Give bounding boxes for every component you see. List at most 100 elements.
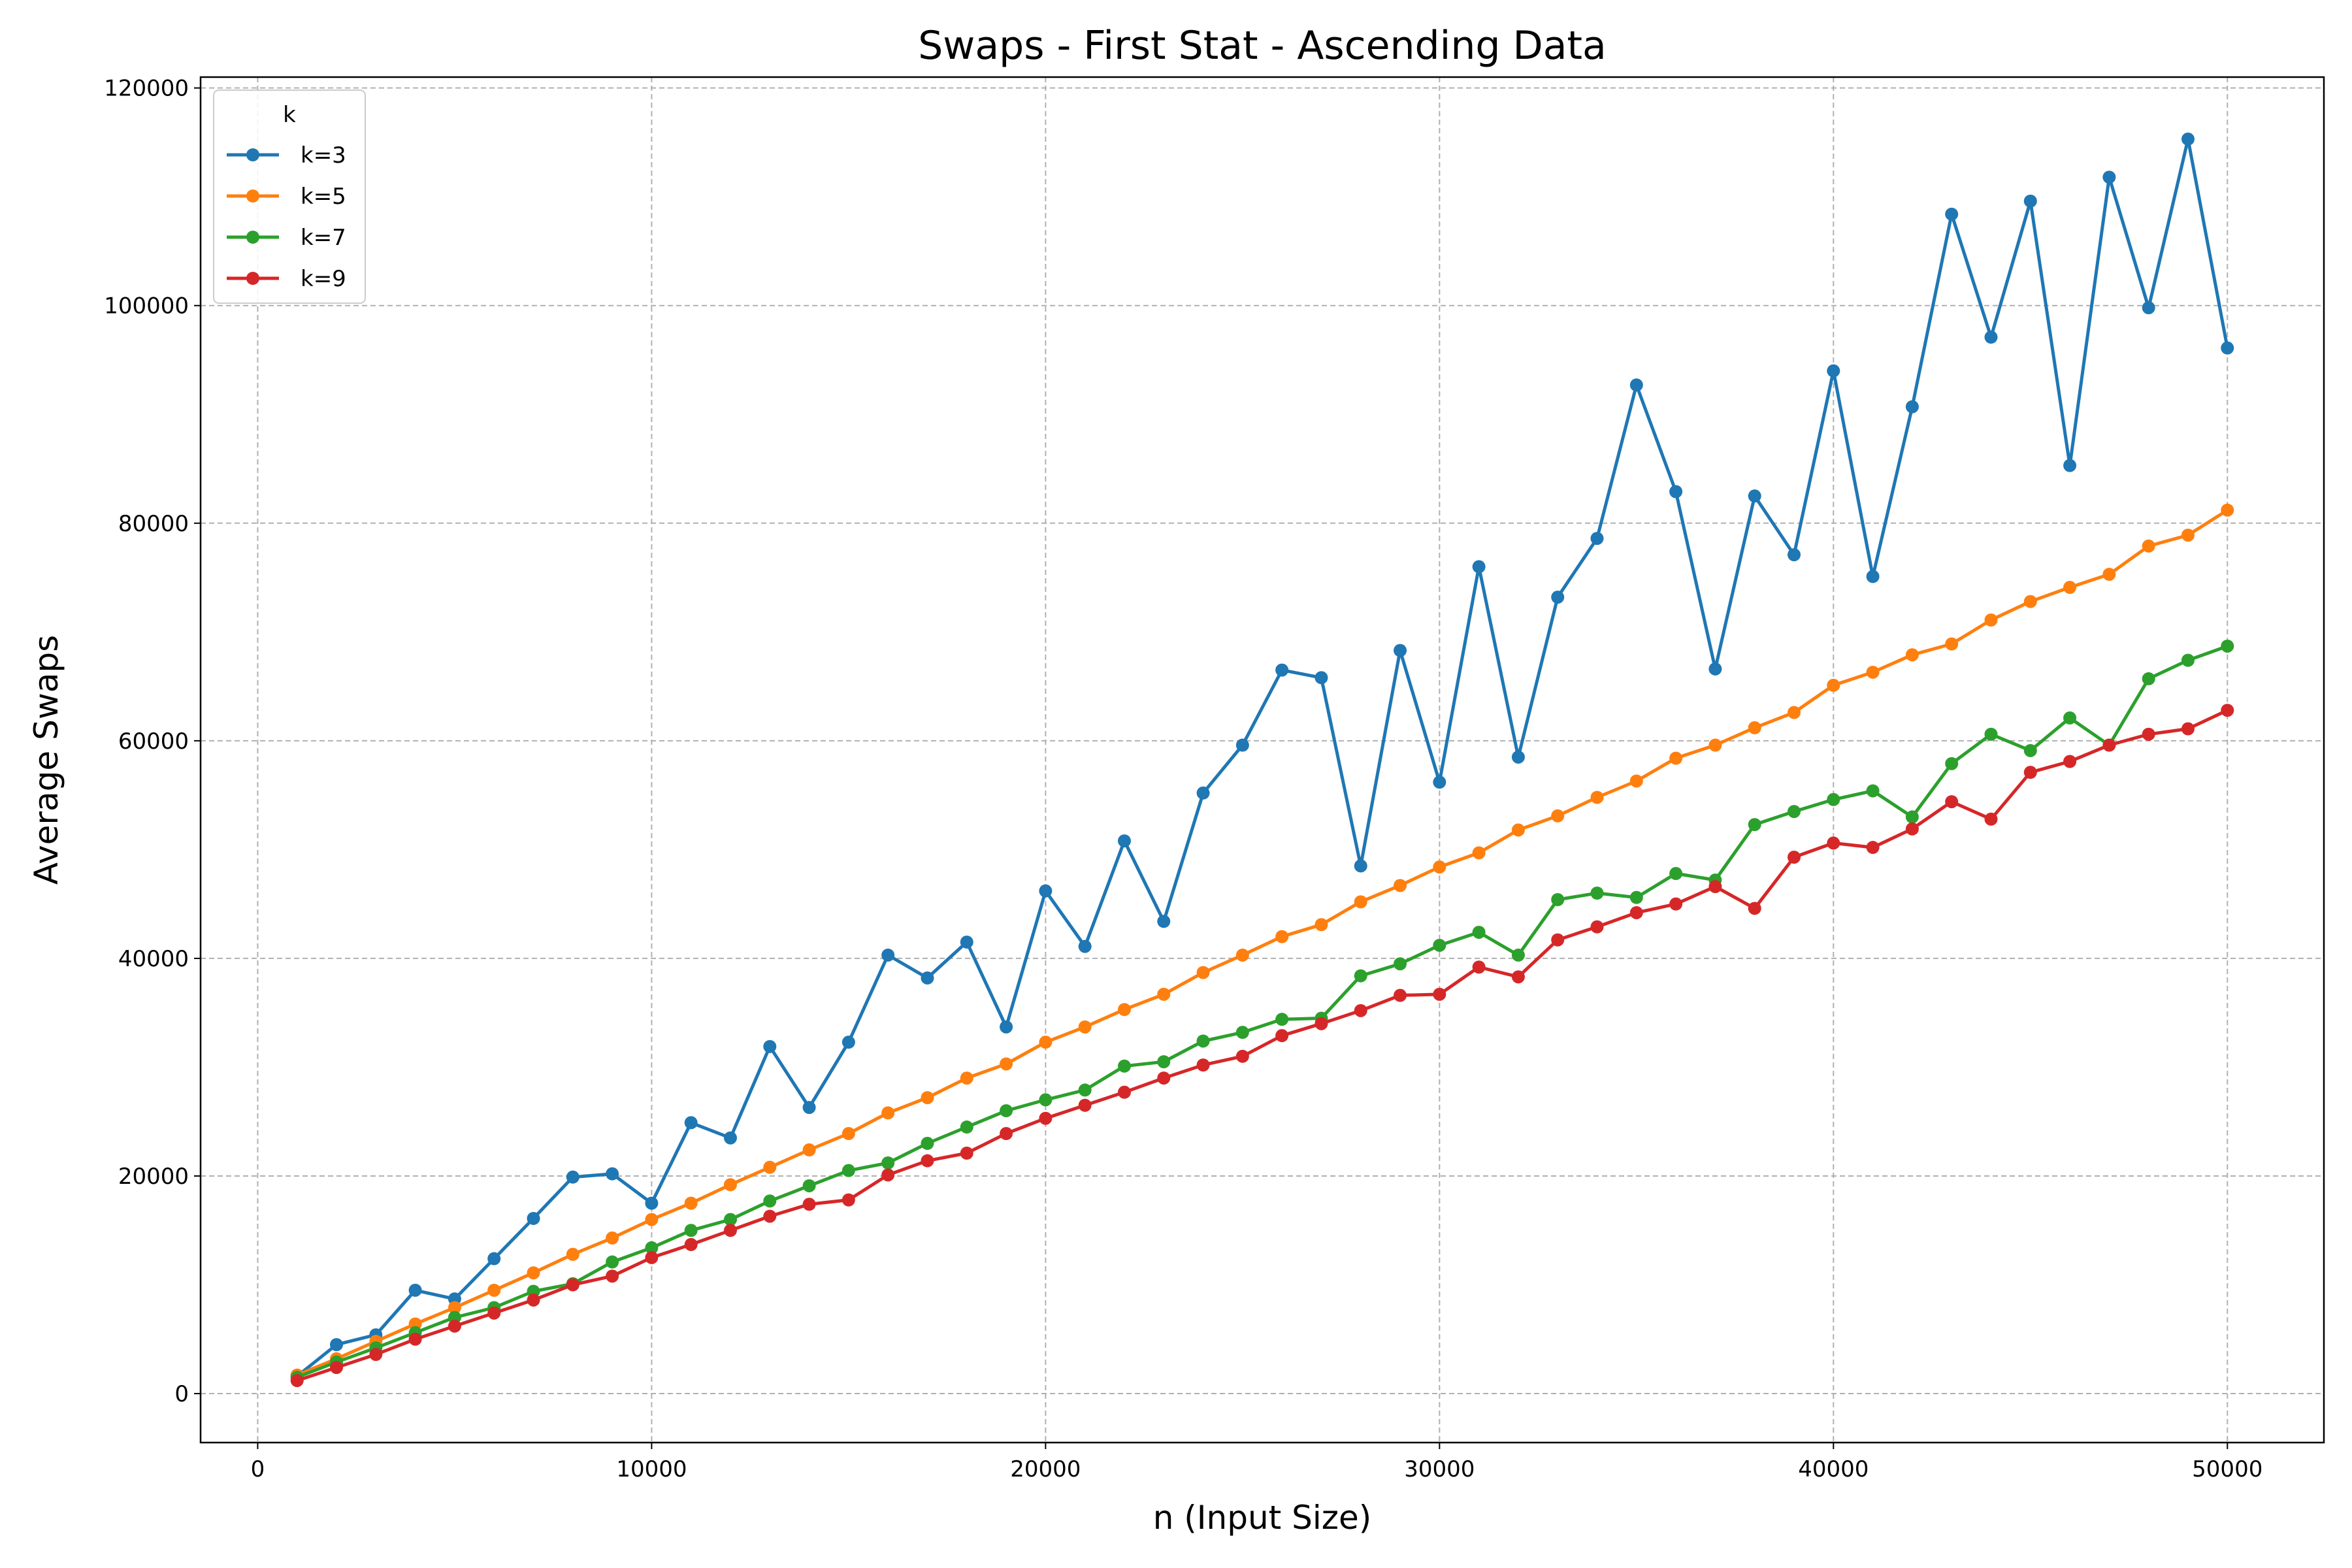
- data-point: [487, 1306, 501, 1320]
- legend-title: k: [283, 102, 296, 128]
- data-point: [2142, 539, 2155, 553]
- legend-label: k=7: [301, 225, 346, 251]
- data-point: [684, 1116, 698, 1130]
- data-point: [2063, 581, 2077, 595]
- data-point: [881, 1156, 895, 1170]
- data-point: [448, 1319, 461, 1333]
- x-tick-label: 10000: [616, 1456, 687, 1482]
- data-point: [723, 1224, 737, 1237]
- data-point: [1788, 805, 1801, 819]
- data-point: [1551, 933, 1565, 947]
- x-tick-label: 0: [251, 1456, 265, 1482]
- data-point: [960, 1071, 973, 1085]
- data-point: [408, 1283, 422, 1297]
- data-point: [1629, 890, 1643, 904]
- data-point: [1788, 851, 1801, 864]
- data-point: [1827, 364, 1840, 378]
- data-point: [763, 1209, 777, 1223]
- data-point: [802, 1101, 816, 1115]
- data-point: [1629, 378, 1643, 392]
- data-point: [1590, 920, 1604, 934]
- data-point: [2063, 459, 2077, 472]
- data-point: [330, 1361, 344, 1375]
- data-point: [960, 1147, 973, 1160]
- data-point: [408, 1332, 422, 1346]
- data-point: [1551, 591, 1565, 604]
- data-point: [841, 1036, 855, 1049]
- legend-entry-k-3: k=3: [227, 142, 346, 169]
- data-point: [2102, 738, 2116, 752]
- data-point: [1945, 757, 1959, 770]
- data-point: [2023, 595, 2037, 608]
- data-point: [1394, 988, 1407, 1002]
- data-point: [1708, 738, 1722, 752]
- data-point: [1078, 1098, 1092, 1112]
- data-point: [802, 1198, 816, 1211]
- data-point: [1039, 884, 1053, 898]
- data-point: [2142, 672, 2155, 685]
- data-point: [1354, 969, 1367, 983]
- data-point: [2023, 194, 2037, 208]
- data-point: [1157, 1055, 1171, 1069]
- legend: k k=3 k=5 k=7 k=9: [213, 90, 366, 304]
- data-point: [684, 1237, 698, 1251]
- data-point: [1235, 1026, 1249, 1039]
- legend-swatch-marker: [246, 189, 259, 203]
- data-point: [2221, 704, 2234, 717]
- data-point: [802, 1179, 816, 1192]
- x-tick-label: 50000: [2192, 1456, 2262, 1482]
- data-point: [1511, 948, 1525, 962]
- data-point: [723, 1178, 737, 1192]
- data-point: [606, 1269, 619, 1283]
- data-point: [1748, 721, 1761, 734]
- data-point: [1394, 644, 1407, 657]
- legend-entry-k-7: k=7: [227, 225, 346, 251]
- data-point: [1748, 902, 1761, 915]
- data-point: [1275, 930, 1289, 943]
- data-point: [330, 1338, 344, 1352]
- data-point: [1157, 915, 1171, 928]
- data-point: [2181, 529, 2195, 542]
- data-point: [1039, 1093, 1053, 1107]
- data-point: [1945, 637, 1959, 651]
- data-point: [2181, 132, 2195, 146]
- y-tick-label: 20000: [118, 1164, 189, 1190]
- data-point: [1275, 1013, 1289, 1026]
- series-line-k-9: [296, 708, 2229, 1382]
- data-point: [1905, 822, 1919, 836]
- data-point: [1394, 957, 1407, 971]
- x-tick-label: 40000: [1798, 1456, 1869, 1482]
- data-point: [448, 1301, 461, 1315]
- legend-entry-k-9: k=9: [227, 266, 346, 292]
- x-tick-label: 20000: [1010, 1456, 1081, 1482]
- data-point: [841, 1164, 855, 1177]
- data-point: [606, 1255, 619, 1269]
- data-point: [1433, 987, 1446, 1001]
- legend-swatch-marker: [246, 148, 259, 161]
- data-point: [1196, 1058, 1210, 1072]
- data-point: [723, 1131, 737, 1145]
- data-point: [1078, 1083, 1092, 1097]
- data-point: [1433, 860, 1446, 874]
- data-point: [1511, 970, 1525, 984]
- data-point: [1117, 1059, 1131, 1073]
- data-point: [1078, 1020, 1092, 1034]
- data-point: [1866, 665, 1880, 679]
- data-point: [1629, 774, 1643, 788]
- data-point: [921, 1091, 934, 1105]
- data-point: [1984, 727, 1998, 741]
- data-point: [1827, 836, 1840, 850]
- data-point: [1866, 570, 1880, 583]
- data-point: [606, 1231, 619, 1245]
- data-point: [763, 1194, 777, 1208]
- data-point: [1708, 880, 1722, 894]
- data-point: [1354, 895, 1367, 909]
- data-point: [527, 1293, 540, 1307]
- data-point: [881, 1168, 895, 1182]
- data-point: [1472, 560, 1486, 574]
- data-point: [960, 935, 973, 949]
- data-point: [1551, 892, 1565, 906]
- data-point: [1629, 906, 1643, 919]
- data-point: [1235, 948, 1249, 962]
- data-point: [1000, 1020, 1013, 1034]
